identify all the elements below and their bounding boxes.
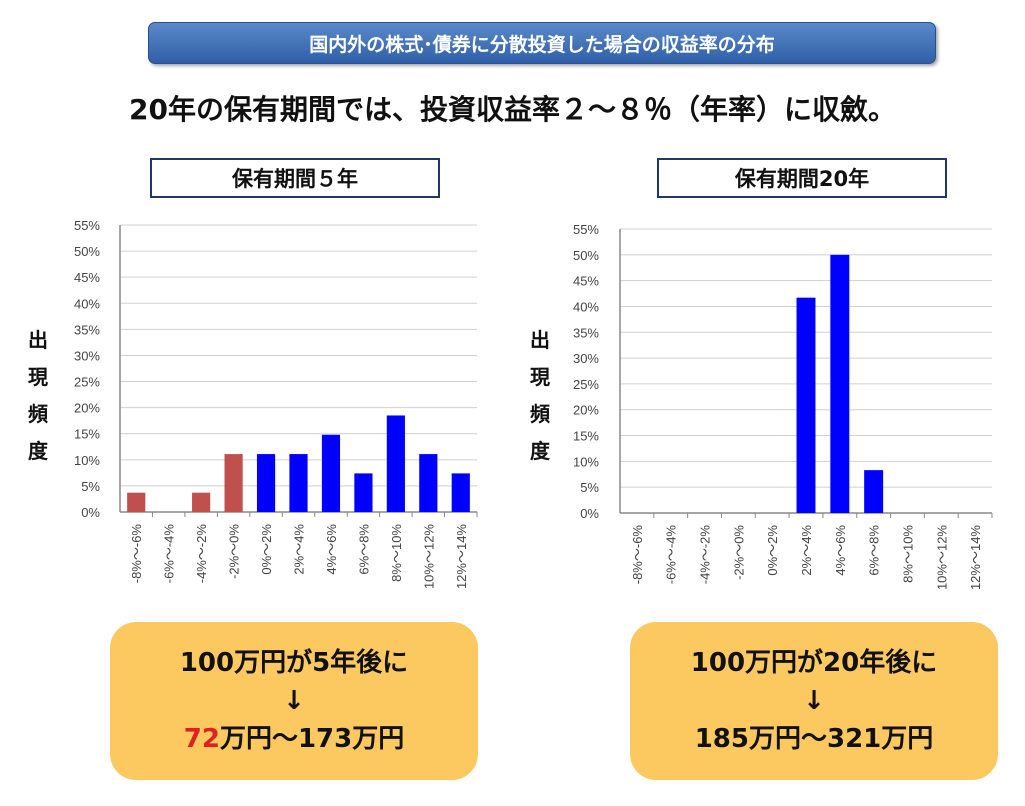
ylabel-char: 度 xyxy=(530,439,550,463)
ylabel-char: 頻 xyxy=(530,402,550,426)
ylabel-char: 頻 xyxy=(28,402,48,426)
x-tick-label: -2%～0% xyxy=(731,525,746,580)
y-tick-label: 10% xyxy=(573,454,599,469)
result-range-rest: 万円～173万円 xyxy=(219,724,405,754)
x-tick-label: 2%～4% xyxy=(292,524,307,575)
y-tick-label: 5% xyxy=(81,479,100,494)
ylabel-char: 出 xyxy=(530,328,550,352)
result-range: 185万円～321万円 xyxy=(695,720,934,758)
ylabel-char: 度 xyxy=(28,439,48,463)
bar xyxy=(192,492,211,512)
bar xyxy=(321,434,341,512)
x-tick-label: 0%～2% xyxy=(765,525,780,576)
x-tick-label: -4%～-2% xyxy=(194,524,209,584)
y-tick-label: 50% xyxy=(573,248,599,263)
ylabel-char: 現 xyxy=(28,365,48,389)
bar xyxy=(256,454,276,512)
bar xyxy=(386,415,405,512)
y-tick-label: 5% xyxy=(580,480,599,495)
bar xyxy=(830,254,850,513)
result-low-value: 185 xyxy=(694,724,749,754)
y-tick-label: 55% xyxy=(573,222,599,237)
x-tick-label: 8%～10% xyxy=(900,525,915,583)
y-tick-label: 45% xyxy=(573,274,599,289)
x-tick-label: -2%～0% xyxy=(227,524,242,579)
result-line1: 100万円が20年後に xyxy=(690,648,938,678)
y-tick-label: 35% xyxy=(573,325,599,340)
y-tick-label: 30% xyxy=(573,351,599,366)
x-tick-label: -4%～-2% xyxy=(698,525,713,585)
right-result-box: 100万円が20年後に ↓ 185万円～321万円 xyxy=(630,622,998,780)
y-tick-label: 50% xyxy=(74,244,100,259)
banner-title: 国内外の株式･債券に分散投資した場合の収益率の分布 xyxy=(148,22,936,64)
y-tick-label: 55% xyxy=(74,218,100,233)
y-tick-label: 0% xyxy=(81,505,100,520)
x-tick-label: -6%～-4% xyxy=(162,524,177,584)
y-tick-label: 15% xyxy=(74,427,100,442)
bar xyxy=(289,454,308,512)
left-result-box: 100万円が5年後に ↓ 72万円～173万円 xyxy=(110,622,478,780)
bar xyxy=(864,470,884,513)
ylabel-char: 出 xyxy=(28,328,48,352)
x-tick-label: 10%～12% xyxy=(934,525,949,590)
left-chart-title: 保有期間５年 xyxy=(150,158,440,198)
result-range: 72万円～173万円 xyxy=(184,720,404,758)
x-tick-label: 12%～14% xyxy=(968,525,983,590)
y-tick-label: 40% xyxy=(573,299,599,314)
x-tick-label: 4%～6% xyxy=(833,525,848,576)
bar xyxy=(451,473,470,512)
y-tick-label: 15% xyxy=(573,429,599,444)
x-tick-label: 8%～10% xyxy=(389,524,404,582)
y-tick-label: 20% xyxy=(74,401,100,416)
bar xyxy=(127,492,146,512)
y-tick-label: 20% xyxy=(573,403,599,418)
bar xyxy=(419,454,438,512)
x-tick-label: 6%～8% xyxy=(867,525,882,576)
x-tick-label: 2%～4% xyxy=(799,525,814,576)
x-tick-label: 0%～2% xyxy=(259,524,274,575)
bar xyxy=(224,454,243,512)
y-tick-label: 40% xyxy=(74,296,100,311)
x-tick-label: 4%～6% xyxy=(324,524,339,575)
x-tick-label: -8%～-6% xyxy=(630,525,645,585)
result-range-rest: 万円～321万円 xyxy=(749,724,934,754)
arrow-down-icon: ↓ xyxy=(283,686,305,716)
y-tick-label: 30% xyxy=(74,348,100,363)
ylabel-char: 現 xyxy=(530,365,550,389)
y-tick-label: 25% xyxy=(573,377,599,392)
result-line1: 100万円が5年後に xyxy=(179,648,409,678)
result-low-value: 72 xyxy=(183,724,220,754)
x-tick-label: 12%～14% xyxy=(454,524,469,589)
x-tick-label: -6%～-4% xyxy=(664,525,679,585)
y-tick-label: 35% xyxy=(74,322,100,337)
arrow-down-icon: ↓ xyxy=(803,686,825,716)
bar xyxy=(796,297,816,513)
y-tick-label: 10% xyxy=(74,453,100,468)
y-tick-label: 25% xyxy=(74,375,100,390)
right-chart-title: 保有期間20年 xyxy=(657,158,947,198)
bar xyxy=(354,473,373,512)
y-tick-label: 45% xyxy=(74,270,100,285)
right-y-axis-label: 出 現 頻 度 xyxy=(527,322,553,470)
x-tick-label: 10%～12% xyxy=(421,524,436,589)
left-y-axis-label: 出 現 頻 度 xyxy=(25,322,51,470)
y-tick-label: 0% xyxy=(580,506,599,521)
subtitle: 20年の保有期間では、投資収益率２～８％（年率）に収斂。 xyxy=(129,93,896,126)
x-tick-label: -8%～-6% xyxy=(129,524,144,584)
x-tick-label: 6%～8% xyxy=(356,524,371,575)
